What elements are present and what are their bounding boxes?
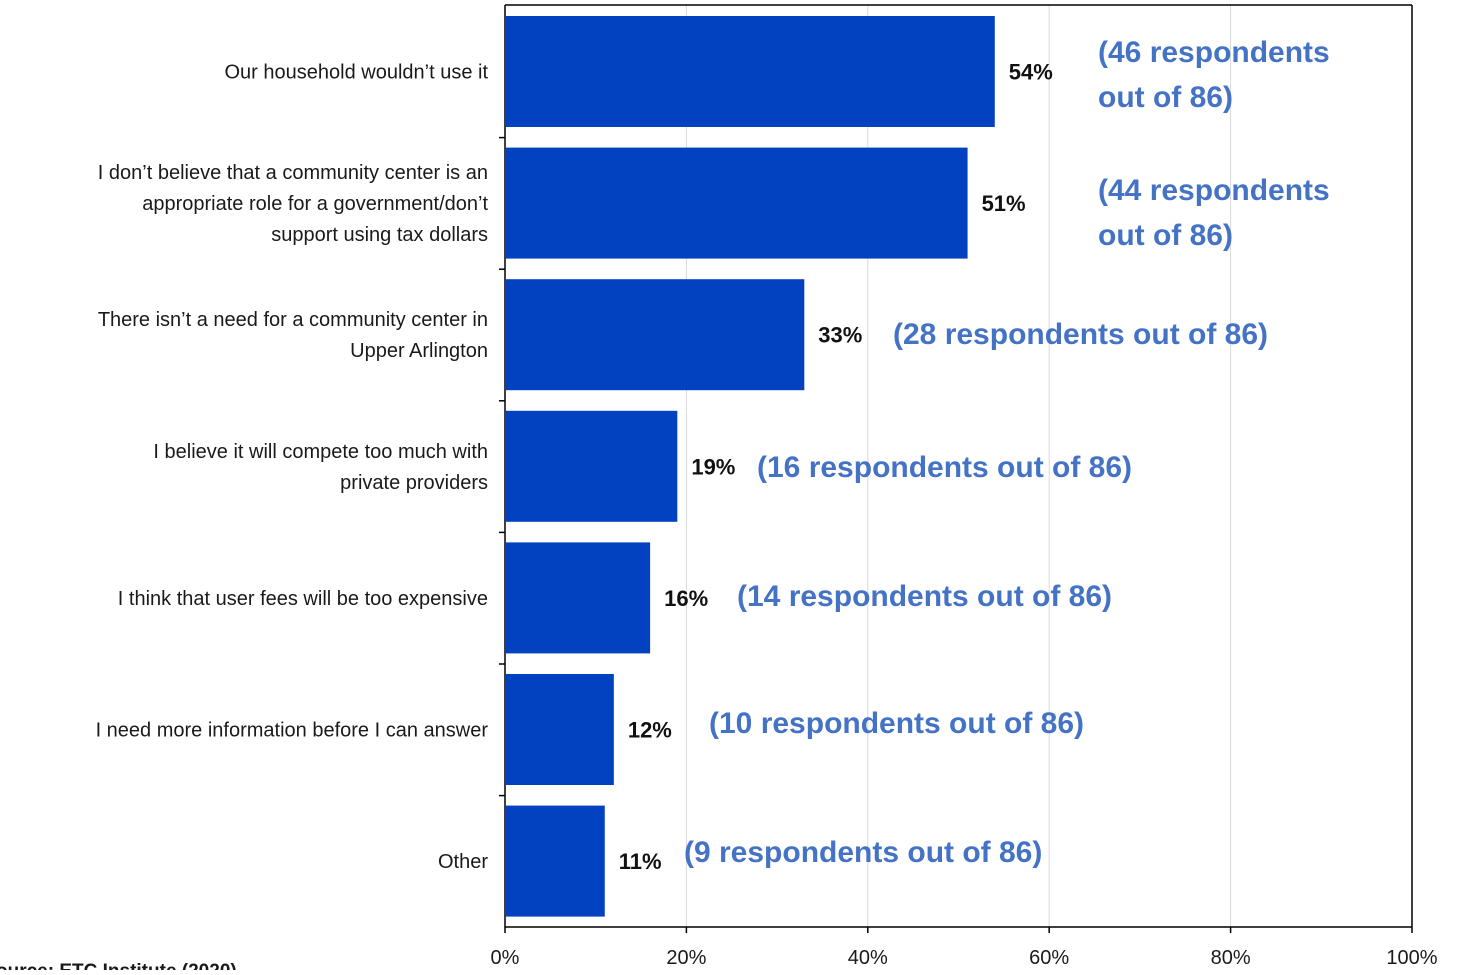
bar [505,279,805,391]
category-label: appropriate role for a government/don’t [142,193,488,215]
x-tick-label: 60% [1029,947,1069,969]
annotation-label: (44 respondents [1098,174,1330,207]
value-label: 16% [664,586,708,611]
value-label: 11% [619,849,662,874]
x-tick-label: 80% [1211,947,1251,969]
x-tick-label: 100% [1386,947,1437,969]
category-label: There isn’t a need for a community cente… [98,309,488,331]
category-label: support using tax dollars [271,224,488,246]
annotation-label: (16 respondents out of 86) [757,451,1132,484]
annotation-label: (14 respondents out of 86) [737,580,1112,613]
value-label: 33% [818,323,862,348]
annotation-label: (28 respondents out of 86) [893,318,1268,351]
category-label: Other [438,851,488,873]
category-label: Our household wouldn’t use it [225,62,489,84]
annotation-label: (9 respondents out of 86) [684,836,1042,869]
category-label: private providers [340,472,488,494]
value-label: 12% [628,718,672,743]
bar [505,805,605,917]
bar [505,410,678,522]
annotation-label: (10 respondents out of 86) [709,707,1084,740]
category-label: I need more information before I can ans… [96,720,489,742]
category-label: I don’t believe that a community center … [98,162,488,184]
source-note: ource: ETC Institute (2020) [0,961,237,970]
bar [505,147,968,259]
annotation-label: out of 86) [1098,81,1233,114]
annotation-label: (46 respondents [1098,36,1330,69]
value-label: 54% [1009,60,1053,85]
x-tick-label: 40% [848,947,888,969]
bar [505,16,995,127]
x-tick-label: 20% [666,947,706,969]
category-label: Upper Arlington [350,340,488,362]
annotation-label: out of 86) [1098,219,1233,252]
value-label: 19% [691,454,735,479]
x-tick-label: 0% [491,947,520,969]
bar [505,542,651,654]
category-label: I believe it will compete too much with [153,441,488,463]
category-label: I think that user fees will be too expen… [118,588,488,610]
value-label: 51% [982,191,1026,216]
bar [505,674,614,785]
